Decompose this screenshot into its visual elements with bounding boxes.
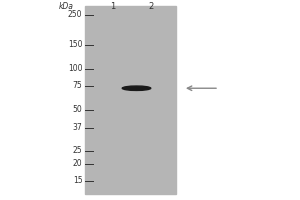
Bar <box>85 6 176 194</box>
Text: 20: 20 <box>73 159 82 168</box>
Text: 1: 1 <box>110 2 115 11</box>
Text: 15: 15 <box>73 176 82 185</box>
Text: 2: 2 <box>149 2 154 11</box>
Text: 37: 37 <box>73 123 82 132</box>
Text: 250: 250 <box>68 10 83 19</box>
Text: 25: 25 <box>73 146 82 155</box>
Ellipse shape <box>122 86 151 90</box>
Text: 100: 100 <box>68 64 83 73</box>
Text: 150: 150 <box>68 40 83 49</box>
Text: 50: 50 <box>73 105 82 114</box>
Text: kDa: kDa <box>58 2 74 11</box>
Text: 75: 75 <box>73 81 82 90</box>
